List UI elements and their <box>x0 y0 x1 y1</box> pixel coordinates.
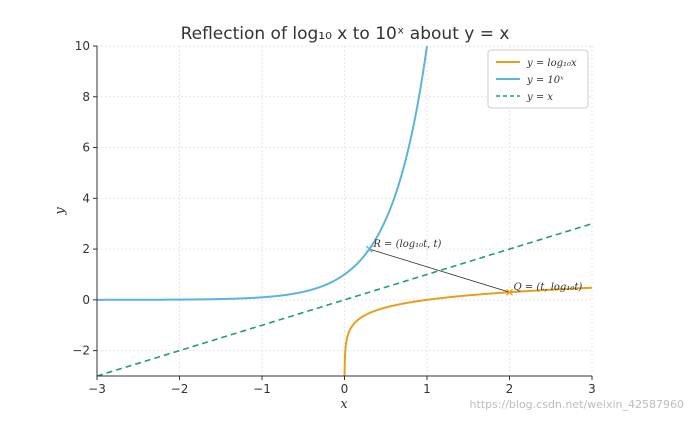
x-axis-label: x <box>340 397 348 412</box>
x-tick-label: 1 <box>423 382 431 396</box>
annotations: R = (log₁₀t, t) Q = (t, log₁₀t) <box>365 239 583 296</box>
annotation-marker <box>365 245 373 253</box>
x-tick-label: 3 <box>588 382 596 396</box>
y-tick-label: 2 <box>82 242 90 256</box>
y-tick-label: 0 <box>82 293 90 307</box>
y-tick-label: 8 <box>82 90 90 104</box>
watermark: https://blog.csdn.net/weixin_42587960 <box>469 398 684 411</box>
legend-entry-label: y = 10ˣ <box>526 75 564 86</box>
annotation-label: Q = (t, log₁₀t) <box>514 282 583 293</box>
y-tick-label: 4 <box>82 191 90 205</box>
ticks: −3 −2 −1 0 1 2 3 −2 0 2 4 6 8 10 <box>72 39 596 396</box>
series-line-log10 <box>343 286 593 376</box>
chart-title: Reflection of log₁₀ x to 10ˣ about y = x <box>181 24 510 44</box>
legend: y = log₁₀x y = 10ˣ y = x <box>487 49 589 109</box>
legend-entry-label: y = log₁₀x <box>526 58 577 69</box>
series-line-identity <box>96 222 593 377</box>
y-axis-label: y <box>53 207 68 216</box>
y-tick-label: 10 <box>75 39 90 53</box>
series-line-pow10 <box>97 45 428 301</box>
legend-entry-label: y = x <box>526 92 553 103</box>
x-tick-label: 2 <box>506 382 514 396</box>
x-tick-label: −3 <box>88 382 106 396</box>
x-tick-label: −1 <box>253 382 271 396</box>
series-layer <box>96 45 593 377</box>
y-tick-label: −2 <box>72 344 90 358</box>
connector-line <box>369 248 510 293</box>
x-tick-label: 0 <box>341 382 349 396</box>
legend-box <box>487 49 589 109</box>
annotation-label: R = (log₁₀t, t) <box>372 239 441 250</box>
x-tick-label: −2 <box>171 382 189 396</box>
annotation-marker <box>506 288 513 296</box>
y-tick-label: 6 <box>82 141 90 155</box>
